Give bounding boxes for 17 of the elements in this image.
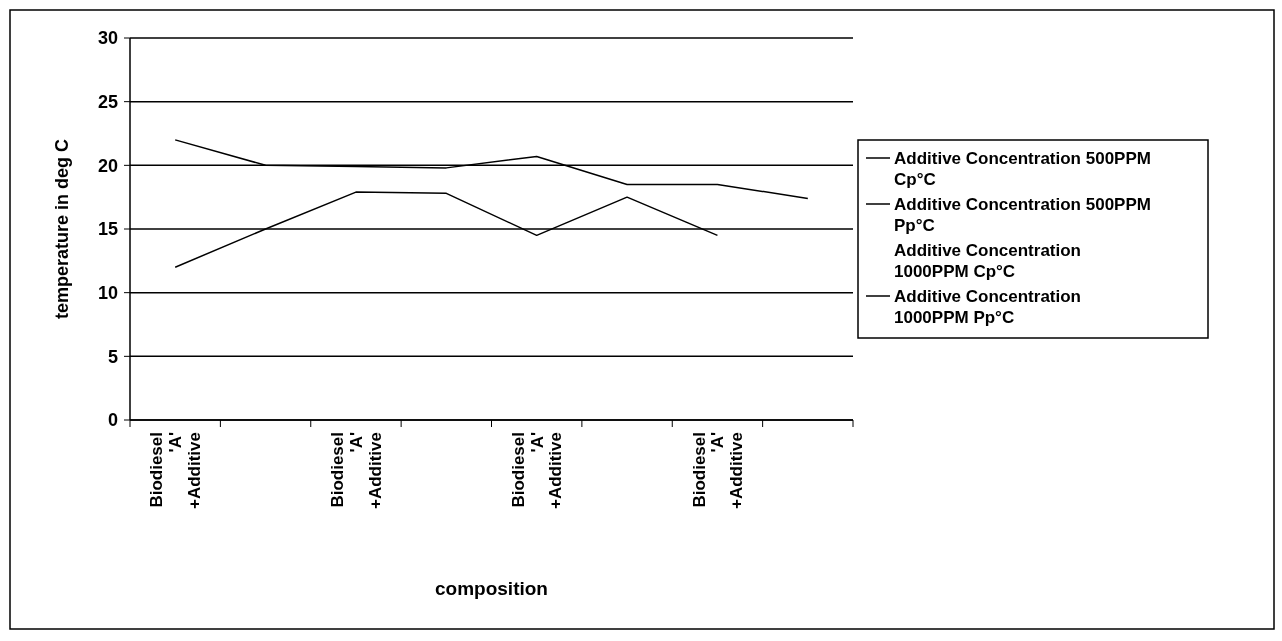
x-axis-title: composition [435, 578, 548, 599]
y-tick-label: 5 [107, 346, 118, 367]
y-tick-label: 20 [97, 155, 118, 176]
x-tick-label: Biodiesel 'A' +Additive [508, 432, 566, 509]
y-tick-label: 10 [97, 282, 118, 303]
y-tick-label: 0 [107, 410, 118, 431]
y-tick-label: 25 [97, 91, 118, 112]
text: Additive Concentration 1000PPM Cp°C [894, 240, 1082, 282]
y-tick-label: 15 [97, 219, 118, 240]
x-tick-label: Biodiesel 'A' +Additive [328, 432, 385, 509]
legend-label: Additive Concentration 1000PPM Pp°C [894, 286, 1082, 328]
legend-label: Additive Concentration 500PPM Cp°C [894, 148, 1151, 190]
legend-label: Additive Concentration 500PPM Pp°C [894, 194, 1151, 236]
x-tick-label: Biodiesel 'A' +Additive [689, 432, 747, 509]
y-tick-label: 30 [97, 28, 118, 49]
y-axis-title: temperature in deg C [52, 138, 72, 320]
x-tick-label: Biodiesel 'A' +Additive [147, 432, 204, 509]
